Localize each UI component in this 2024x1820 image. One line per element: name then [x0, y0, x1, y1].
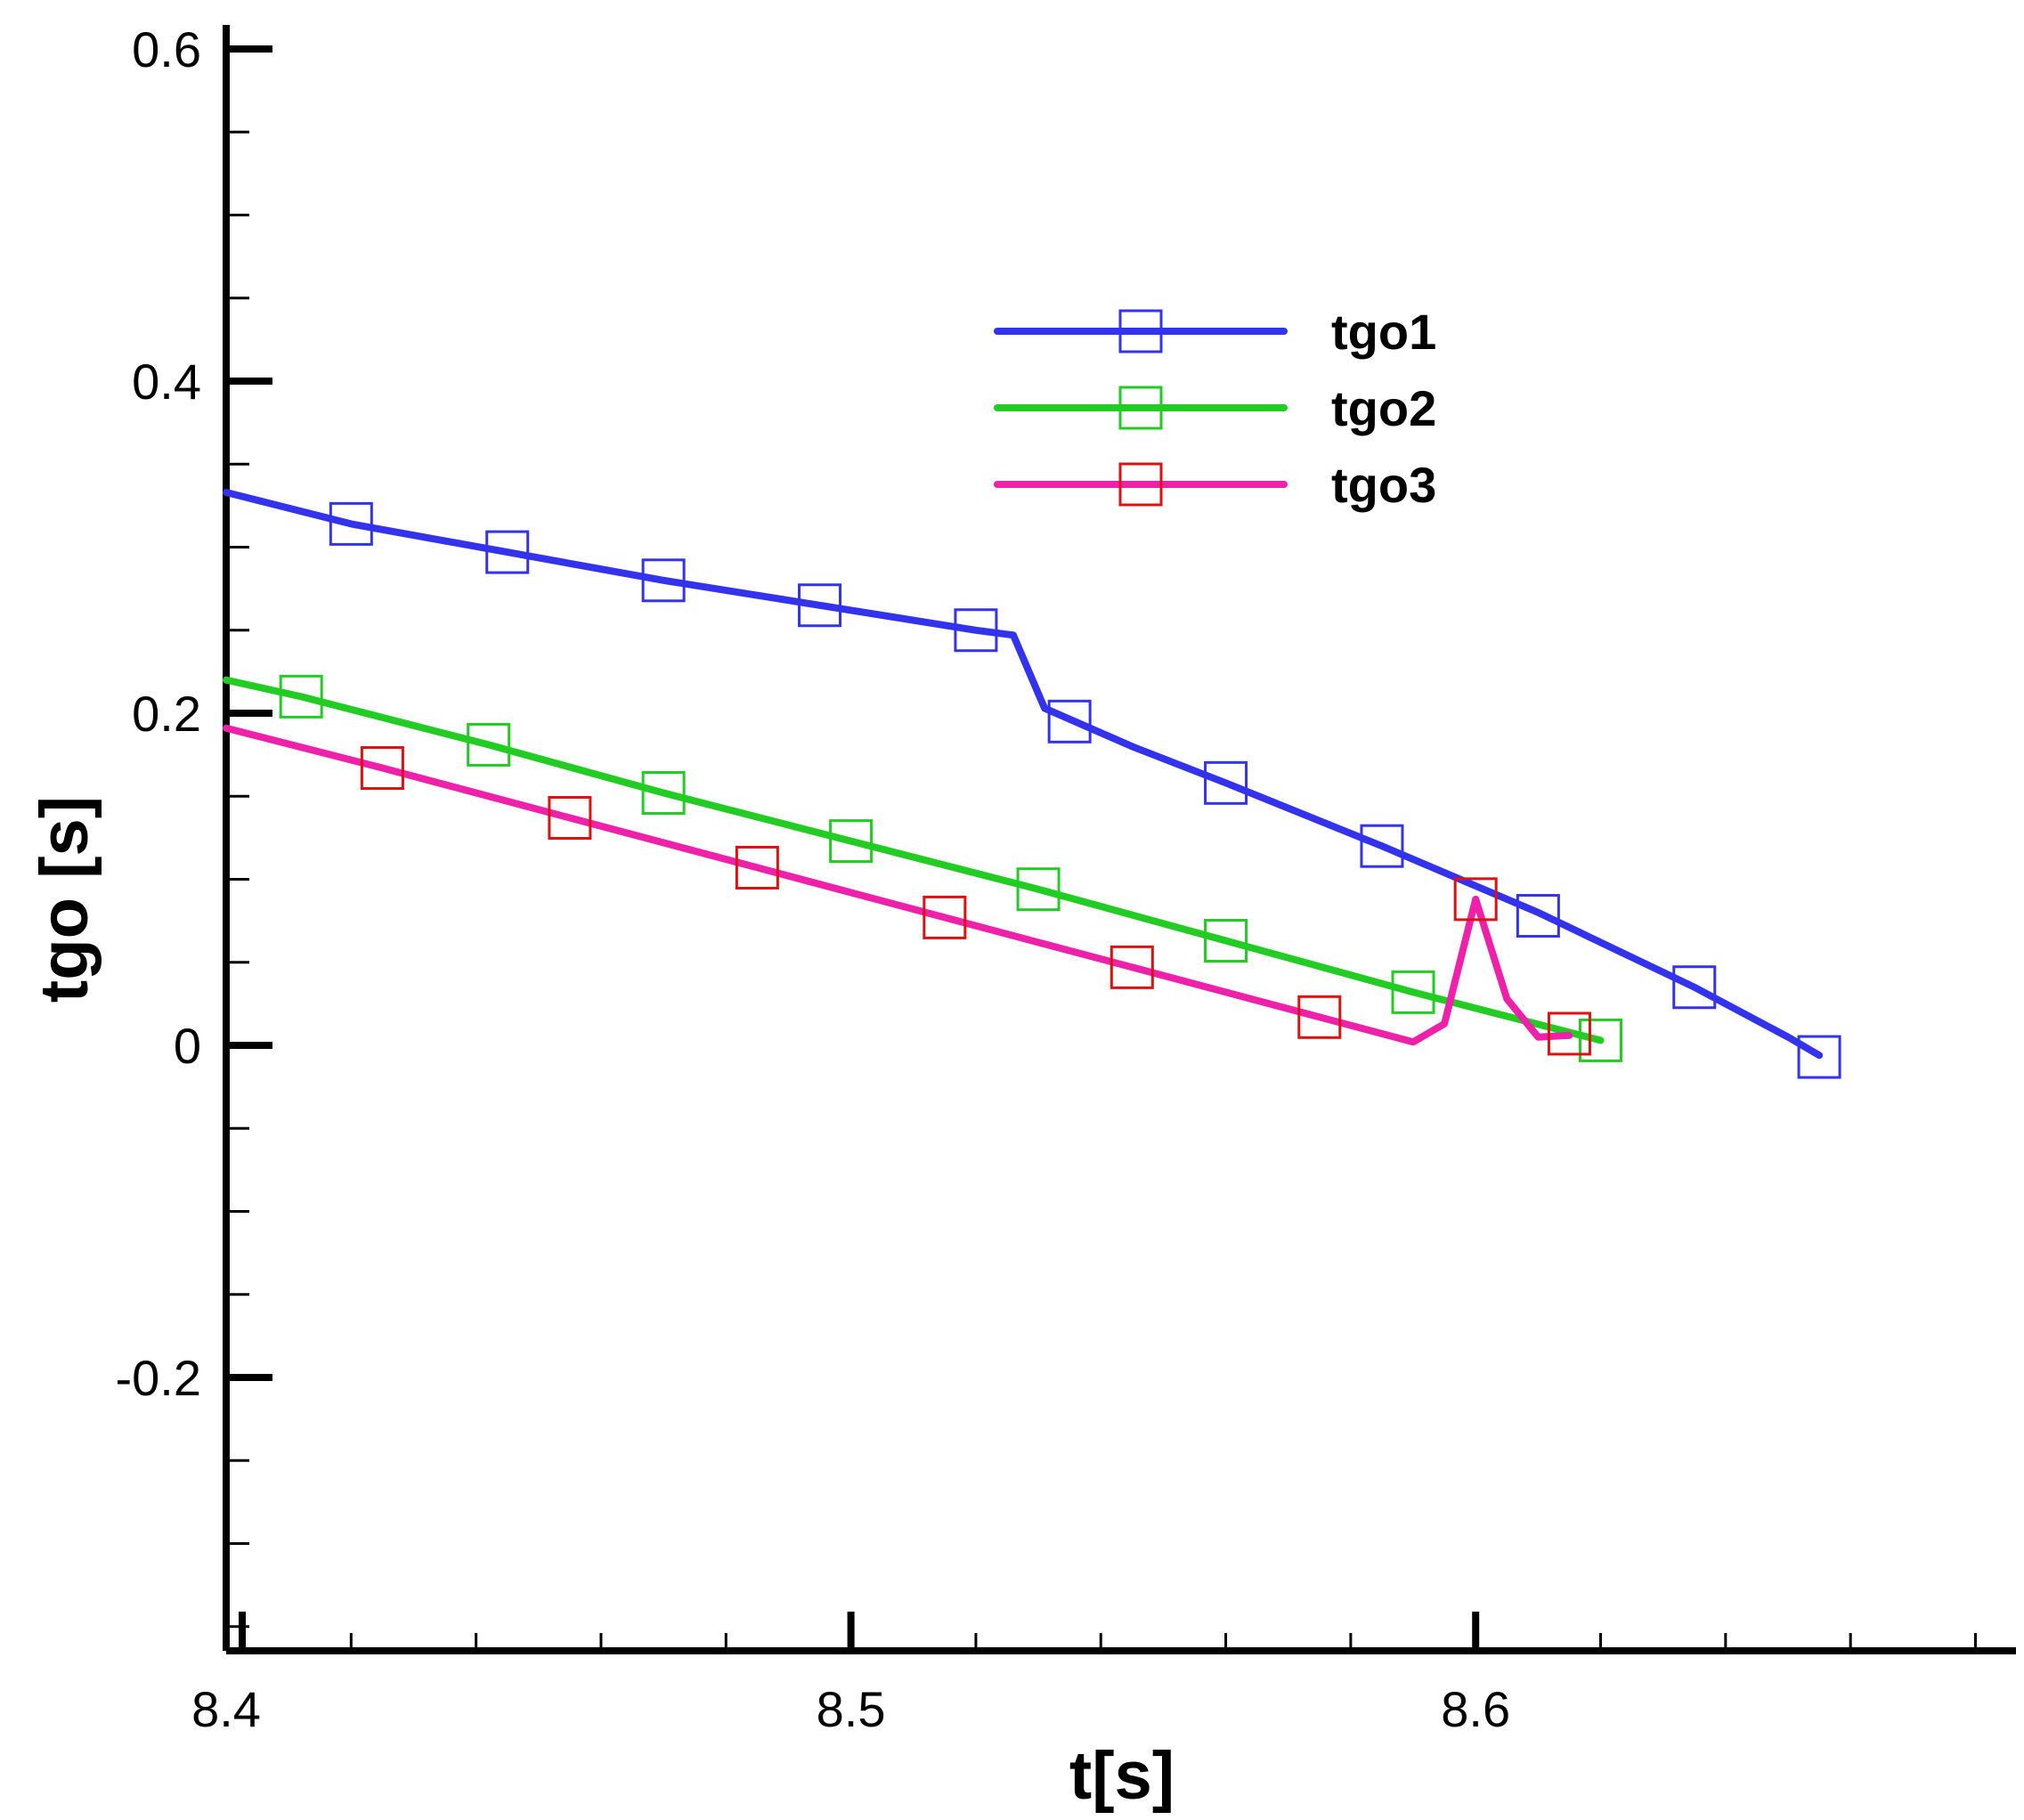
- legend-marker-tgo2: [1118, 386, 1163, 430]
- y-tick-label: 0: [174, 1018, 201, 1074]
- marker-tgo2: [1016, 867, 1061, 912]
- marker-tgo3: [548, 795, 592, 840]
- marker-tgo2: [1204, 919, 1248, 963]
- series-group: [223, 489, 1841, 1079]
- marker-tgo2: [279, 674, 323, 719]
- marker-tgo1: [641, 558, 686, 603]
- marker-tgo3: [1453, 877, 1498, 922]
- y-tick-label: 0.2: [132, 686, 201, 742]
- marker-tgo1: [1516, 894, 1560, 938]
- legend: tgo1 tgo2 tgo3: [994, 304, 1436, 513]
- marker-tgo1: [954, 608, 998, 653]
- marker-tgo3: [360, 746, 404, 791]
- marker-tgo2: [829, 819, 874, 864]
- marker-tgo1: [1797, 1035, 1841, 1079]
- marker-tgo1: [798, 583, 842, 628]
- marker-tgo3: [735, 845, 779, 890]
- marker-tgo2: [1579, 1018, 1623, 1062]
- axes: [223, 25, 2016, 1654]
- y-tick-label: -0.2: [116, 1350, 202, 1406]
- legend-marker-tgo1: [1118, 309, 1163, 353]
- marker-tgo3: [923, 895, 967, 939]
- y-tick-label: 0.6: [132, 21, 201, 77]
- x-axis-title: t[s]: [1069, 1738, 1175, 1814]
- x-tick-label: 8.6: [1441, 1681, 1510, 1737]
- legend-label-tgo3: tgo3: [1331, 457, 1436, 513]
- marker-tgo3: [1110, 945, 1154, 989]
- marker-tgo3: [1297, 995, 1342, 1039]
- legend-label-tgo1: tgo1: [1331, 304, 1436, 360]
- x-tick-label: 8.5: [817, 1681, 886, 1737]
- marker-tgo1: [329, 501, 373, 546]
- legend-marker-tgo3: [1118, 462, 1163, 507]
- marker-tgo3: [1547, 1012, 1591, 1056]
- marker-tgo2: [467, 722, 511, 767]
- marker-tgo1: [1047, 699, 1092, 743]
- series-line-tgo1: [223, 489, 1824, 1060]
- series-line-tgo2: [223, 676, 1605, 1044]
- series-line-tgo3: [223, 724, 1573, 1046]
- marker-tgo1: [1204, 760, 1248, 805]
- marker-tgo1: [1672, 965, 1717, 1010]
- marker-tgo2: [641, 771, 686, 816]
- marker-tgo2: [1391, 970, 1435, 1014]
- marker-tgo1: [1360, 824, 1404, 868]
- ticks: 8.4 8.5 8.6 -0.2 0 0.2 0.4 0.6: [116, 21, 1977, 1737]
- marker-tgo1: [485, 530, 530, 574]
- x-tick-label: 8.4: [191, 1681, 261, 1737]
- y-tick-label: 0.4: [132, 353, 201, 410]
- legend-label-tgo2: tgo2: [1331, 380, 1436, 436]
- y-axis-title: tgo [s]: [27, 796, 102, 1003]
